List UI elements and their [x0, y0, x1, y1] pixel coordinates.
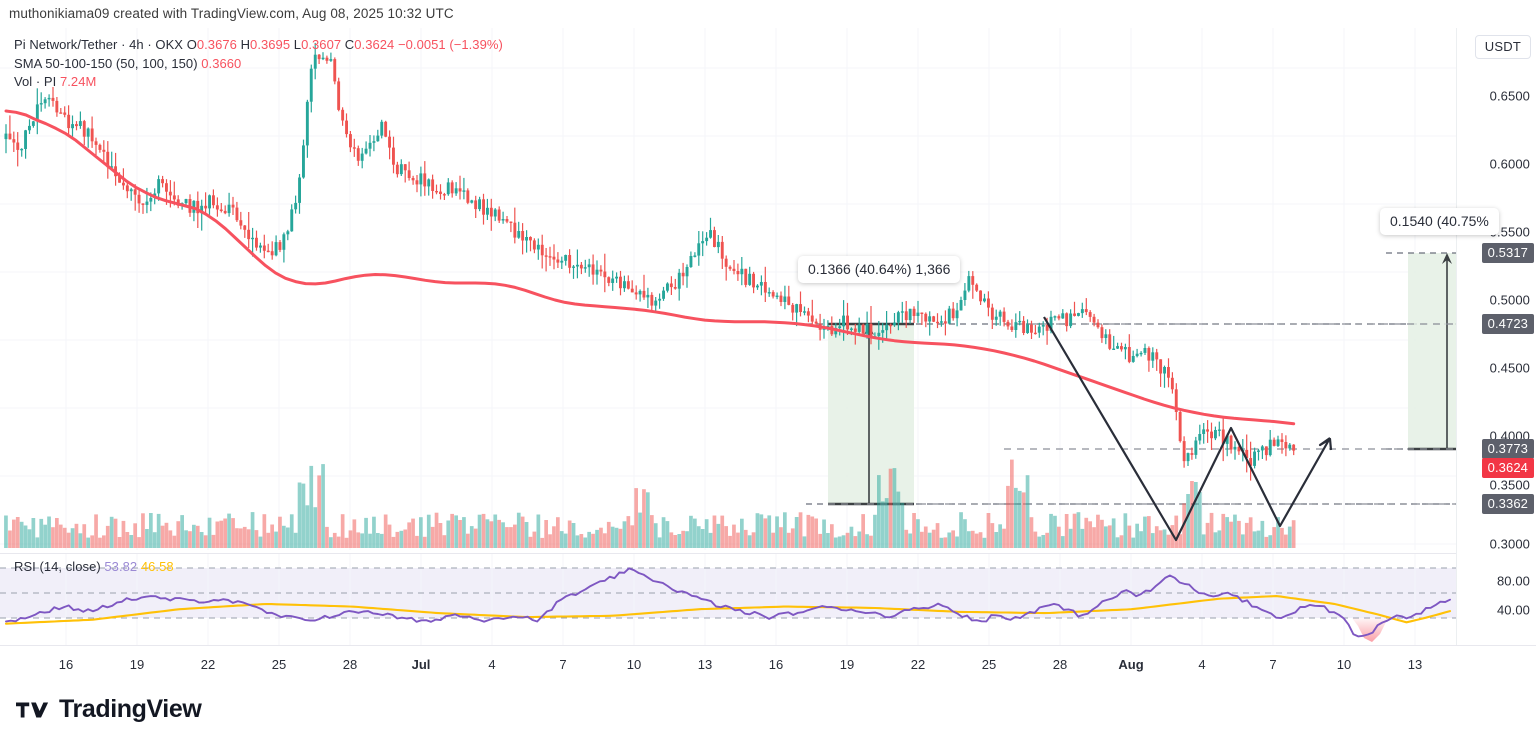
rsi-ma-legend-value: 46.58	[140, 559, 174, 574]
time-tick-28: 28	[1052, 657, 1068, 672]
price-tick-4: 0.4500	[1489, 360, 1530, 376]
time-tick-16: 16	[58, 657, 74, 672]
volume-series	[4, 459, 1296, 548]
measure-label-2: 0.1540 (40.75%	[1380, 208, 1499, 235]
price-tick-1: 0.6000	[1489, 156, 1530, 172]
rsi-grid-vertical	[65, 554, 1416, 646]
time-tick-13: 13	[1407, 657, 1423, 672]
time-tick-Jul: Jul	[411, 657, 431, 672]
time-tick-4: 4	[1198, 657, 1206, 672]
price-tick-0: 0.6500	[1489, 88, 1530, 104]
tradingview-wordmark: TradingView	[59, 695, 202, 723]
time-tick-25: 25	[981, 657, 997, 672]
time-tick-10: 10	[1336, 657, 1352, 672]
price-badge-0.3773[interactable]: 0.3773	[1481, 439, 1534, 459]
time-tick-22: 22	[910, 657, 926, 672]
grid-vertical	[65, 28, 1416, 550]
price-badge-current[interactable]: 0.3624	[1481, 458, 1534, 478]
price-tick-7: 0.3000	[1489, 536, 1530, 552]
level-lines	[828, 323, 1456, 505]
measurement-box-1[interactable]	[806, 322, 1456, 506]
time-tick-7: 7	[1269, 657, 1277, 672]
time-tick-Aug: Aug	[1118, 657, 1144, 672]
price-pane[interactable]: 0.1366 (40.64%) 1,366	[0, 28, 1456, 550]
sma-line	[4, 109, 1296, 426]
price-tick-2: 0.5500	[1489, 224, 1530, 240]
footer: TradingView	[16, 695, 202, 724]
tradingview-logo-icon	[16, 701, 49, 718]
rsi-tick-40: 40.00	[1496, 602, 1530, 618]
measure-label-1: 0.1366 (40.64%) 1,366	[798, 256, 961, 283]
rsi-legend-title: RSI (14, close)	[14, 559, 101, 574]
rsi-ma-line	[4, 595, 1452, 625]
rsi-line	[5, 567, 1451, 638]
attribution-text: muthonikiama09 created with TradingView.…	[9, 6, 454, 21]
time-tick-19: 19	[129, 657, 145, 672]
time-tick-4: 4	[488, 657, 496, 672]
price-tick-6: 0.3500	[1489, 477, 1530, 493]
time-tick-7: 7	[559, 657, 567, 672]
rsi-levels	[0, 567, 1456, 619]
time-tick-10: 10	[626, 657, 642, 672]
currency-chip[interactable]: USDT	[1474, 35, 1531, 59]
rsi-legend[interactable]: RSI (14, close) 53.82 46.58	[14, 558, 174, 577]
price-badge-0.5317[interactable]: 0.5317	[1481, 243, 1534, 263]
rsi-legend-value: 53.82	[104, 559, 138, 574]
rsi-tick-80: 80.00	[1496, 573, 1530, 589]
price-badge-0.3362[interactable]: 0.3362	[1481, 494, 1534, 514]
trendline-drawing[interactable]	[1043, 316, 1333, 542]
price-axis[interactable]: USDT 0.6500 0.6000 0.5500 0.5000 0.4500 …	[1456, 28, 1536, 645]
chart-frame: 0.1366 (40.64%) 1,366	[0, 28, 1536, 683]
time-tick-13: 13	[697, 657, 713, 672]
time-tick-19: 19	[839, 657, 855, 672]
time-tick-28: 28	[342, 657, 358, 672]
rsi-pane[interactable]	[0, 553, 1456, 646]
time-tick-16: 16	[768, 657, 784, 672]
price-chart-svg	[0, 28, 1456, 550]
time-tick-22: 22	[200, 657, 216, 672]
rsi-chart-svg	[0, 554, 1456, 646]
price-tick-3: 0.5000	[1489, 292, 1530, 308]
measurement-box-2[interactable]	[1386, 252, 1456, 451]
candlestick-series	[4, 42, 1296, 481]
time-axis[interactable]: 16 19 22 25 28 Jul 4 7 10 13 16 19 22 25 28 Aug 4 7 10 13	[0, 645, 1536, 684]
price-badge-0.4723[interactable]: 0.4723	[1481, 314, 1534, 334]
time-tick-25: 25	[271, 657, 287, 672]
grid-horizontal	[0, 67, 1456, 545]
